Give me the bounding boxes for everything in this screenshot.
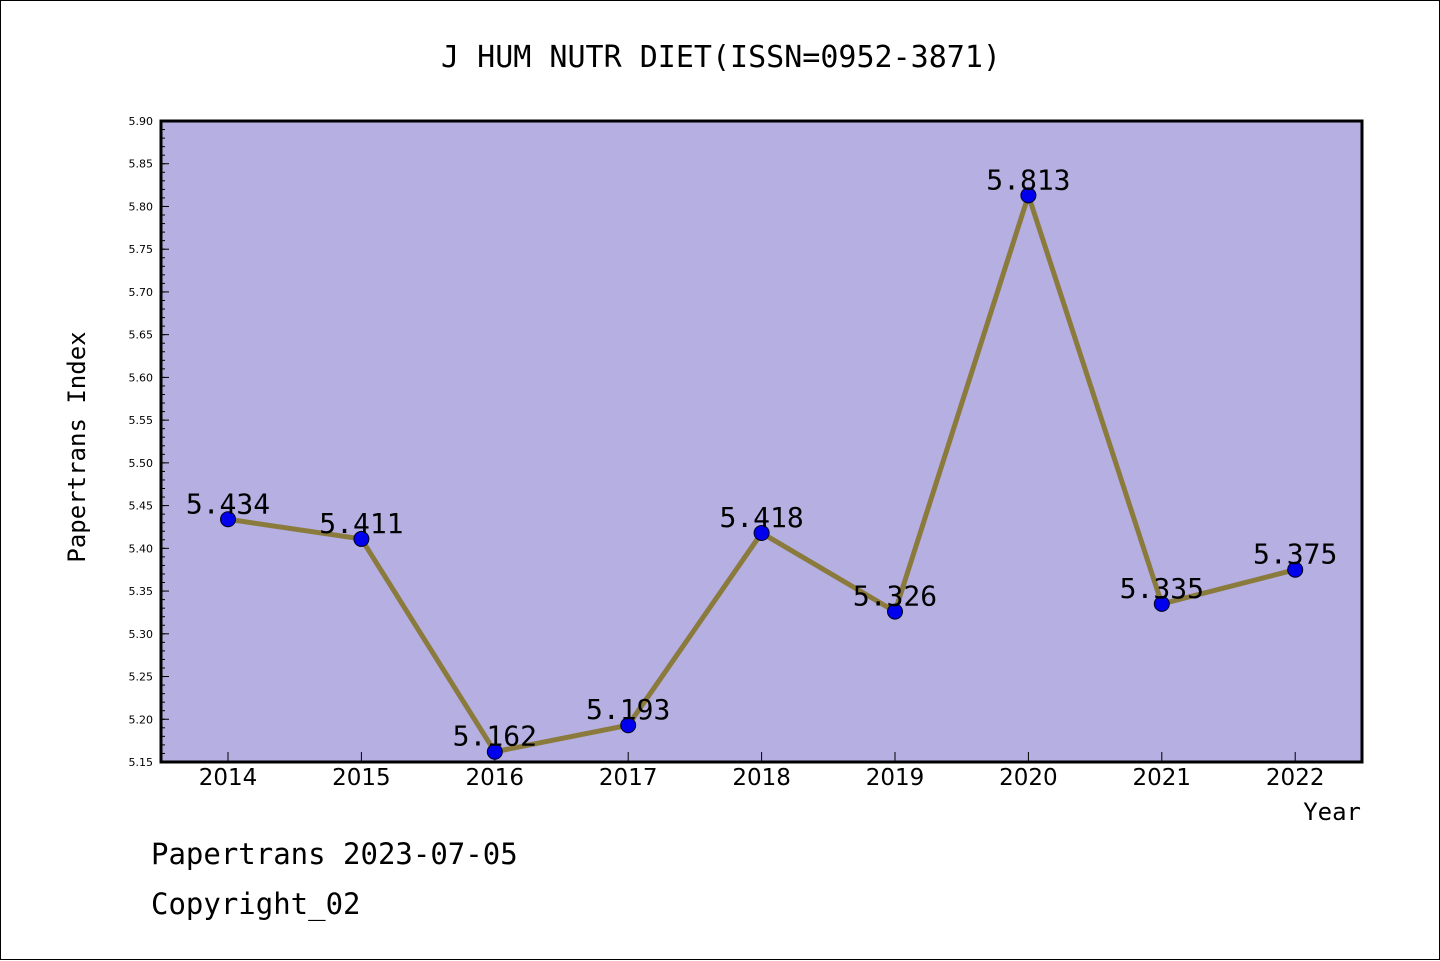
y-tick-label: 5.35: [129, 585, 154, 598]
x-tick-label: 2020: [999, 765, 1058, 791]
data-labels: 5.434 5.411 5.162 5.193 5.418 5.326 5.813 5.335…: [186, 163, 1337, 752]
y-tick-label: 5.50: [129, 457, 154, 470]
data-point: [620, 717, 637, 734]
data-point: [220, 511, 236, 528]
y-tick-label: 5.45: [129, 500, 154, 513]
data-label: 5.418: [719, 501, 803, 534]
plot-border: [159, 119, 1364, 764]
x-axis: 2014 2015 2016 2017 2018 2019 2020 2021 2022: [199, 752, 1325, 791]
data-label: 5.813: [986, 163, 1070, 196]
y-tick-label: 5.15: [129, 756, 154, 769]
y-tick-label: 5.75: [129, 243, 154, 256]
chart-title: J HUM NUTR DIET(ISSN=0952-3871): [441, 40, 1001, 75]
y-tick-label: 5.80: [129, 200, 154, 213]
data-label: 5.411: [319, 507, 403, 540]
y-tick-label: 5.90: [129, 115, 154, 128]
x-tick-label: 2018: [732, 765, 791, 791]
x-tick-label: 2016: [466, 765, 525, 791]
y-tick-label: 5.65: [129, 329, 154, 342]
data-point: [887, 603, 903, 620]
y-tick-label: 5.25: [129, 671, 154, 684]
data-point: [753, 524, 770, 541]
y-tick-label: 5.85: [129, 158, 154, 171]
footer-date: Papertrans 2023-07-05: [151, 837, 518, 871]
y-tick-label: 5.55: [129, 414, 154, 427]
data-label: 5.193: [586, 693, 670, 726]
plot-area: [161, 121, 1362, 762]
data-label: 5.434: [186, 487, 270, 520]
y-tick-label: 5.40: [129, 542, 154, 555]
y-tick-label: 5.20: [129, 713, 154, 726]
y-tick-label: 5.30: [129, 628, 154, 641]
footer-copyright: Copyright_02: [151, 887, 361, 921]
data-points: [220, 187, 1304, 760]
x-tick-label: 2022: [1266, 765, 1325, 791]
data-label: 5.162: [453, 720, 537, 753]
y-axis: 5.15 5.20 5.25 5.30 5.35 5.40 5.45 5.50 5.55 5.60…: [129, 115, 169, 769]
data-point: [353, 530, 370, 547]
data-label: 5.335: [1120, 572, 1204, 605]
y-axis-label: Papertrans Index: [63, 331, 91, 562]
data-label: 5.326: [853, 580, 937, 613]
data-point: [1020, 187, 1037, 204]
data-point: [1287, 561, 1304, 578]
x-tick-label: 2021: [1133, 765, 1192, 791]
y-tick-label: 5.60: [129, 371, 154, 384]
x-tick-label: 2014: [199, 765, 258, 791]
data-point: [486, 743, 503, 760]
y-tick-label: 5.70: [129, 286, 154, 299]
x-tick-label: 2019: [866, 765, 925, 791]
x-axis-label: Year: [1303, 798, 1361, 826]
x-tick-label: 2017: [599, 765, 658, 791]
data-label: 5.375: [1253, 538, 1337, 571]
data-point: [1153, 595, 1170, 612]
x-tick-label: 2015: [332, 765, 391, 791]
